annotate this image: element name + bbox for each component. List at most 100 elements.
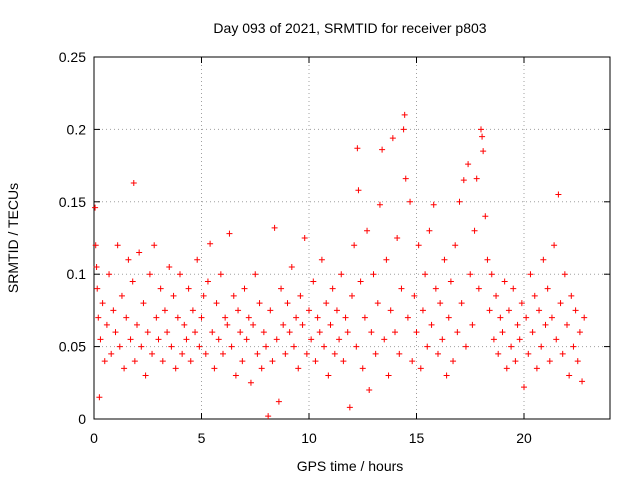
data-point xyxy=(336,336,343,343)
data-point xyxy=(211,365,218,372)
data-point xyxy=(258,365,265,372)
data-point xyxy=(245,314,252,321)
data-point xyxy=(134,321,140,328)
data-point xyxy=(215,336,222,343)
data-point xyxy=(523,314,530,321)
data-point xyxy=(157,285,164,292)
data-point xyxy=(430,201,437,208)
data-point xyxy=(475,285,482,292)
data-point xyxy=(194,256,201,263)
data-point xyxy=(172,365,179,372)
x-tick-label: 20 xyxy=(516,430,532,446)
data-point xyxy=(454,329,461,336)
data-point xyxy=(140,300,147,307)
data-points xyxy=(92,111,588,420)
data-point xyxy=(92,204,99,211)
data-point xyxy=(204,278,211,285)
data-point xyxy=(164,329,171,336)
data-point xyxy=(527,271,534,278)
data-point xyxy=(136,249,143,256)
data-point xyxy=(220,350,226,357)
data-point xyxy=(187,358,194,365)
data-point xyxy=(374,300,381,307)
data-point xyxy=(413,329,420,336)
data-point xyxy=(153,314,160,321)
data-point xyxy=(228,343,235,350)
data-point xyxy=(456,198,463,205)
data-point xyxy=(308,336,315,343)
data-point xyxy=(439,336,446,343)
data-point xyxy=(118,292,125,299)
data-point xyxy=(344,329,351,336)
data-point xyxy=(525,350,532,357)
data-point xyxy=(329,285,336,292)
data-point xyxy=(469,321,476,328)
data-point xyxy=(574,358,581,365)
data-point xyxy=(450,358,457,365)
data-point xyxy=(536,307,543,314)
data-point xyxy=(402,175,409,182)
data-point xyxy=(355,187,362,194)
data-point xyxy=(202,350,209,357)
data-point xyxy=(196,343,203,350)
data-point xyxy=(381,336,388,343)
chart-title: Day 093 of 2021, SRMTID for receiver p80… xyxy=(213,20,486,36)
y-tick-label: 0.1 xyxy=(67,266,87,282)
data-point xyxy=(359,365,366,372)
data-point xyxy=(482,213,489,220)
grid xyxy=(94,57,610,419)
data-point xyxy=(108,350,115,357)
data-point xyxy=(297,292,304,299)
data-point xyxy=(146,271,153,278)
data-point xyxy=(387,307,394,314)
data-point xyxy=(325,372,332,379)
data-point xyxy=(256,300,263,307)
data-point xyxy=(495,350,502,357)
data-point xyxy=(159,358,166,365)
data-point xyxy=(467,271,474,278)
data-point xyxy=(401,111,408,118)
data-point xyxy=(293,314,300,321)
data-point xyxy=(290,343,297,350)
data-point xyxy=(540,256,547,263)
data-point xyxy=(364,227,371,234)
data-point xyxy=(428,321,435,328)
data-point xyxy=(551,242,558,249)
data-point xyxy=(555,191,562,198)
data-point xyxy=(529,329,536,336)
data-point xyxy=(417,365,424,372)
data-point xyxy=(323,300,330,307)
data-point xyxy=(241,285,248,292)
x-tick-label: 10 xyxy=(301,430,317,446)
data-point xyxy=(284,300,291,307)
data-point xyxy=(314,314,321,321)
data-point xyxy=(512,358,519,365)
data-point xyxy=(166,263,173,270)
data-point xyxy=(95,314,102,321)
data-point xyxy=(271,224,278,231)
data-point xyxy=(138,343,145,350)
data-point xyxy=(123,314,130,321)
data-point xyxy=(338,271,345,278)
data-point xyxy=(265,413,272,420)
data-point xyxy=(331,350,338,357)
data-point xyxy=(168,343,175,350)
data-point xyxy=(499,329,506,336)
data-point xyxy=(516,336,523,343)
data-point xyxy=(452,242,459,249)
data-point xyxy=(570,343,577,350)
data-point xyxy=(269,358,276,365)
data-point xyxy=(310,278,317,285)
y-axis-label: SRMTID / TECUs xyxy=(5,183,21,293)
data-point xyxy=(96,394,103,401)
data-point xyxy=(447,278,454,285)
axis-ticks: 0 0.05 0.1 0.15 0.2 0.25 0 5 10 15 20 xyxy=(59,49,610,446)
data-point xyxy=(473,175,480,182)
data-point xyxy=(372,350,379,357)
x-tick-label: 5 xyxy=(198,430,206,446)
x-tick-label: 0 xyxy=(90,430,98,446)
data-point xyxy=(144,329,151,336)
data-point xyxy=(510,285,517,292)
data-point xyxy=(445,314,452,321)
